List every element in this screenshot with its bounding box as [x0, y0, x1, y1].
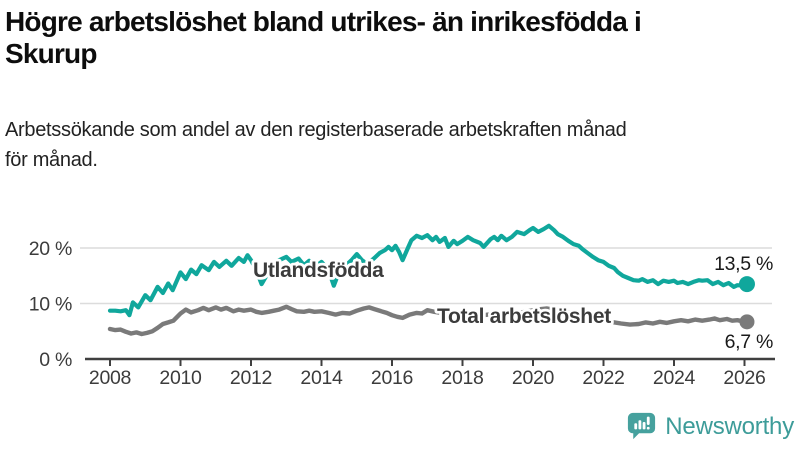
x-tick-label-2022: 2022 [582, 367, 624, 389]
y-tick-label-10: 10 % [29, 294, 72, 316]
x-tick-label-2020: 2020 [512, 367, 555, 389]
newsworthy-logo[interactable]: Newsworthy [625, 410, 794, 443]
chart-subtitle-line-1: Arbetssökande som andel av den registerb… [5, 118, 627, 141]
total-arbetsloshet-label: Total arbetslöshet [437, 305, 611, 328]
chart-subtitle-line-2: för månad. [5, 148, 98, 171]
y-tick-label-0: 0 % [39, 349, 72, 371]
utlandsfodda-label: Utlandsfödda [253, 259, 384, 282]
total-arbetsloshet-end-dot [739, 314, 755, 330]
total-arbetsloshet-line [107, 304, 750, 337]
x-tick-label-2024: 2024 [653, 367, 696, 389]
chart-title-line-2: Skurup [5, 38, 97, 70]
x-tick-label-2018: 2018 [441, 367, 483, 389]
x-tick-label-2010: 2010 [159, 367, 202, 389]
utlandsfodda-end-dot [738, 276, 755, 293]
x-tick-label-2026: 2026 [723, 367, 765, 389]
x-tick-label-2014: 2014 [300, 367, 343, 389]
chart-subtitle: Arbetssökande som andel av den registerb… [5, 115, 792, 175]
chart-title: Högre arbetslöshet bland utrikes- än inr… [5, 6, 792, 71]
bar-chart-speech-bubble-icon [628, 412, 656, 440]
total-arbetsloshet-end-value: 6,7 % [725, 331, 773, 353]
unemployment-line-chart: 20 % 10 % 0 % 2008 2010 2012 2014 2016 2018 2020 2… [29, 223, 775, 389]
newsworthy-logo-text: Newsworthy [665, 412, 794, 440]
utlandsfodda-line [107, 223, 750, 318]
x-tick-label-2012: 2012 [230, 367, 272, 389]
x-tick-label-2016: 2016 [371, 367, 413, 389]
x-tick-label-2008: 2008 [89, 367, 131, 389]
utlandsfodda-end-value: 13,5 % [714, 253, 773, 275]
y-tick-label-20: 20 % [29, 238, 72, 260]
chart-title-line-1: Högre arbetslöshet bland utrikes- än inr… [5, 6, 642, 37]
